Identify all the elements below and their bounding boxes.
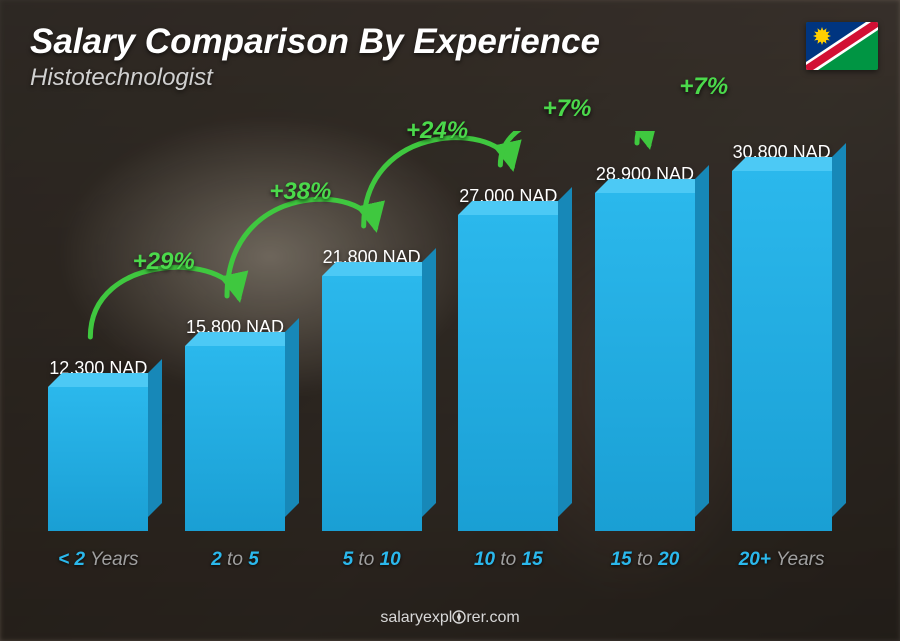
x-axis-label: 10 to 15 (447, 549, 569, 571)
bar-chart: 12,300 NAD15,800 NAD21,800 NAD27,000 NAD… (30, 131, 850, 571)
bar-group: 27,000 NAD (447, 186, 569, 531)
bars-container: 12,300 NAD15,800 NAD21,800 NAD27,000 NAD… (30, 131, 850, 531)
chart-subtitle: Histotechnologist (30, 64, 600, 92)
x-axis-label: 20+ Years (721, 549, 843, 571)
country-flag-namibia (806, 22, 878, 70)
x-axis-label: < 2 Years (37, 549, 159, 571)
bar-top-face (732, 157, 846, 171)
bar-front-face (732, 171, 832, 531)
x-axis-label: 2 to 5 (174, 549, 296, 571)
chart-title: Salary Comparison By Experience (30, 22, 600, 62)
bar-side-face (832, 143, 846, 517)
bar-3d (732, 171, 832, 531)
bar-group: 12,300 NAD (37, 358, 159, 531)
bar-3d (595, 193, 695, 531)
bar-group: 15,800 NAD (174, 317, 296, 531)
bar-front-face (595, 193, 695, 531)
bar-top-face (185, 332, 299, 346)
footer-text-2: rer.com (466, 609, 519, 626)
x-axis-label: 5 to 10 (311, 549, 433, 571)
bar-3d (185, 346, 285, 531)
bar-side-face (148, 359, 162, 517)
bar-side-face (695, 165, 709, 517)
bar-top-face (595, 179, 709, 193)
bar-top-face (48, 373, 162, 387)
x-axis-label: 15 to 20 (584, 549, 706, 571)
bar-side-face (285, 318, 299, 517)
footer-credit: salaryexpl rer.com (0, 609, 900, 627)
footer-text-1: salaryexpl (380, 609, 452, 626)
bar-group: 28,900 NAD (584, 164, 706, 531)
bar-group: 21,800 NAD (311, 247, 433, 531)
bar-3d (458, 215, 558, 531)
pct-increase-label: +24% (406, 117, 468, 145)
compass-icon (452, 609, 466, 626)
bar-side-face (422, 248, 436, 517)
bar-front-face (458, 215, 558, 531)
x-axis-labels: < 2 Years 2 to 5 5 to 10 10 to 15 15 to 20 20… (30, 549, 850, 571)
bar-top-face (458, 201, 572, 215)
bar-front-face (48, 387, 148, 531)
bar-3d (48, 387, 148, 531)
bar-front-face (322, 276, 422, 531)
pct-increase-label: +29% (133, 248, 195, 276)
pct-increase-label: +38% (269, 178, 331, 206)
title-block: Salary Comparison By Experience Histotec… (30, 22, 600, 92)
pct-increase-label: +7% (679, 73, 728, 101)
bar-top-face (322, 262, 436, 276)
pct-increase-label: +7% (543, 95, 592, 123)
bar-side-face (558, 187, 572, 517)
bar-group: 30,800 NAD (721, 142, 843, 531)
bar-front-face (185, 346, 285, 531)
bar-3d (322, 276, 422, 531)
